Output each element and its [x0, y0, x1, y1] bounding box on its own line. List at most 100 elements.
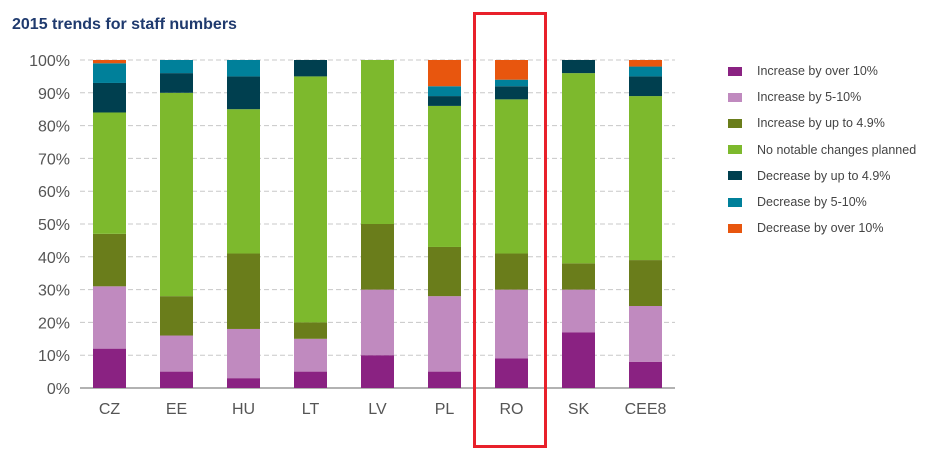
- bar-segment: [160, 335, 193, 372]
- legend-label: Increase by over 10%: [757, 64, 878, 79]
- bar-segment: [361, 355, 394, 388]
- bar-segment: [495, 86, 528, 100]
- bar-segment: [227, 328, 260, 379]
- legend-item: Decrease by up to 4.9%: [728, 163, 916, 189]
- y-tick-label: 50%: [38, 217, 70, 234]
- legend-label: Decrease by over 10%: [757, 221, 884, 236]
- bar-segment: [629, 96, 662, 261]
- legend-label: Decrease by up to 4.9%: [757, 168, 891, 183]
- bar-segment: [160, 73, 193, 93]
- y-tick-label: 60%: [38, 184, 70, 201]
- bar-segment: [428, 371, 461, 388]
- bar-segment: [428, 246, 461, 297]
- bar-segment: [428, 296, 461, 372]
- bar-segment: [160, 296, 193, 336]
- bar-segment: [495, 60, 528, 80]
- bar-segment: [93, 82, 126, 113]
- bar-segment: [294, 371, 327, 388]
- legend-item: Decrease by over 10%: [728, 215, 916, 241]
- y-tick-label: 100%: [29, 53, 70, 70]
- x-tick-label: PL: [435, 401, 455, 418]
- bar-segment: [93, 286, 126, 349]
- bar-segment: [93, 60, 126, 64]
- y-tick-label: 10%: [38, 348, 70, 365]
- bar-segment: [495, 253, 528, 290]
- x-tick-label: CZ: [99, 401, 121, 418]
- bar-segment: [562, 332, 595, 388]
- x-tick-label: EE: [166, 401, 187, 418]
- legend-swatch: [728, 197, 742, 207]
- legend-swatch: [728, 118, 742, 128]
- bar-segment: [629, 260, 662, 306]
- legend-swatch: [728, 223, 742, 233]
- bar-segment: [495, 79, 528, 87]
- y-tick-label: 80%: [38, 119, 70, 136]
- bar-segment: [93, 112, 126, 234]
- bar-segment: [562, 263, 595, 290]
- bar-segment: [227, 109, 260, 254]
- bar-segment: [495, 99, 528, 254]
- legend-swatch: [728, 145, 742, 155]
- legend-item: Increase by up to 4.9%: [728, 110, 916, 136]
- bar-segment: [294, 338, 327, 372]
- bar-segment: [428, 96, 461, 106]
- bar-segment: [495, 358, 528, 388]
- x-tick-label: HU: [232, 401, 255, 418]
- bar-segment: [227, 60, 260, 77]
- legend-swatch: [728, 171, 742, 181]
- legend-label: Increase by up to 4.9%: [757, 116, 885, 131]
- y-tick-label: 40%: [38, 250, 70, 267]
- y-tick-label: 90%: [38, 86, 70, 103]
- y-tick-label: 30%: [38, 283, 70, 300]
- highlight-box: [473, 12, 547, 448]
- bar-segment: [495, 289, 528, 359]
- legend: Increase by over 10% Increase by 5-10% Inc…: [728, 58, 916, 241]
- y-tick-label: 0%: [47, 381, 70, 398]
- legend-item: Decrease by 5-10%: [728, 189, 916, 215]
- x-tick-label: LT: [302, 401, 320, 418]
- bar-segment: [562, 289, 595, 333]
- bar-segment: [629, 66, 662, 77]
- bar-segment: [160, 371, 193, 388]
- bar-segment: [93, 63, 126, 83]
- bar-segment: [227, 253, 260, 329]
- bar-segment: [428, 60, 461, 87]
- legend-item: Increase by 5-10%: [728, 84, 916, 110]
- bar-segment: [294, 60, 327, 77]
- bar-segment: [93, 233, 126, 287]
- legend-item: No notable changes planned: [728, 137, 916, 163]
- bar-segment: [361, 224, 394, 290]
- bar-segment: [562, 73, 595, 264]
- bar-segment: [294, 322, 327, 339]
- legend-label: No notable changes planned: [757, 142, 917, 157]
- bar-segment: [629, 76, 662, 97]
- x-tick-label: LV: [368, 401, 387, 418]
- x-tick-label: CEE8: [625, 401, 667, 418]
- bar-segment: [562, 60, 595, 74]
- legend-swatch: [728, 66, 742, 76]
- bar-segment: [361, 60, 394, 224]
- bar-segment: [294, 76, 327, 323]
- bar-segment: [629, 361, 662, 388]
- bar-segment: [428, 105, 461, 247]
- bar-segment: [428, 86, 461, 97]
- bar-segment: [361, 289, 394, 356]
- bar-segment: [160, 60, 193, 74]
- bar-segment: [629, 306, 662, 362]
- legend-label: Increase by 5-10%: [757, 90, 862, 105]
- x-tick-label: RO: [500, 401, 524, 418]
- chart-title: 2015 trends for staff numbers: [12, 16, 237, 33]
- bar-segment: [629, 60, 662, 67]
- legend-swatch: [728, 92, 742, 102]
- legend-item: Increase by over 10%: [728, 58, 916, 84]
- bar-segment: [227, 76, 260, 110]
- legend-label: Decrease by 5-10%: [757, 195, 867, 210]
- x-tick-label: SK: [568, 401, 590, 418]
- bar-segment: [160, 92, 193, 297]
- y-tick-label: 70%: [38, 151, 70, 168]
- y-tick-label: 20%: [38, 315, 70, 332]
- bar-segment: [227, 378, 260, 388]
- bar-segment: [93, 348, 126, 388]
